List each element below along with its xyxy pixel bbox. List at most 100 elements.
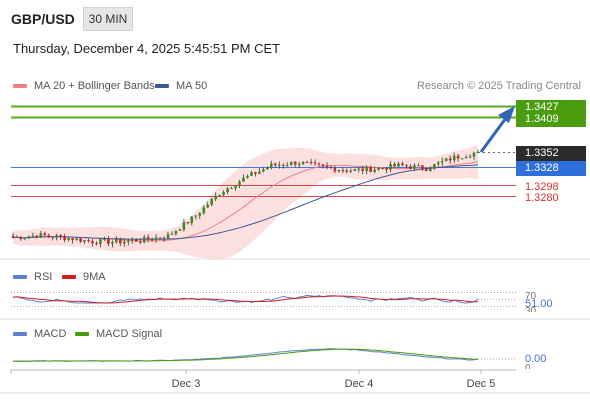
candle-down — [425, 169, 428, 172]
candle-down — [325, 165, 329, 167]
candle-up — [460, 158, 464, 160]
candle-down — [305, 162, 309, 163]
macd-layer — [12, 348, 516, 362]
candle-down — [405, 165, 408, 167]
support-label-1: 1.3298 — [525, 181, 559, 193]
target-tag-1: 1.3427 — [516, 100, 586, 115]
candle-down — [456, 155, 460, 159]
pivot-tag: 1.3328 — [516, 161, 586, 176]
candle-up — [182, 222, 186, 230]
legend-ma50: MA 50 — [155, 80, 207, 92]
candle-down — [254, 172, 257, 174]
candle-up — [142, 237, 146, 243]
rsi-swatch — [13, 275, 27, 279]
symbol-title: GBP/USD — [11, 11, 75, 27]
legend-rsi-ma: 9MA — [62, 271, 106, 283]
candle-up — [472, 152, 476, 157]
candle-up — [218, 194, 221, 196]
candle-up — [214, 195, 217, 200]
chart-datetime: Thursday, December 4, 2025 5:45:51 PM CE… — [13, 41, 281, 56]
candle-up — [242, 177, 245, 182]
candle-down — [138, 241, 142, 243]
ma20-label: MA 20 + Bollinger Bands — [34, 80, 155, 92]
candle-down — [35, 235, 39, 238]
candle-down — [119, 239, 122, 244]
x-tick-label: Dec 5 — [467, 378, 496, 390]
candle-up — [289, 161, 293, 165]
macd-swatch — [13, 332, 27, 336]
macd-signal-swatch — [75, 332, 89, 336]
candle-up — [266, 167, 269, 170]
candle-up — [278, 164, 281, 166]
candle-up — [373, 169, 376, 172]
candle-up — [230, 188, 233, 190]
candle-down — [329, 166, 333, 168]
timeframe-badge[interactable]: 30 MIN — [83, 7, 133, 31]
candle-up — [234, 186, 237, 189]
candles-layer — [11, 149, 480, 248]
candle-down — [79, 238, 82, 242]
support-label-2: 1.3280 — [525, 192, 559, 204]
bollinger-bands-layer — [13, 144, 478, 260]
candle-down — [309, 162, 313, 164]
candle-up — [437, 162, 440, 165]
candle-up — [258, 171, 261, 174]
candle-up — [103, 239, 106, 240]
candle-down — [345, 170, 349, 172]
candle-down — [158, 237, 162, 239]
x-tick-label: Dec 4 — [345, 378, 374, 390]
legend-rsi: RSI — [13, 271, 52, 283]
candle-down — [381, 168, 384, 169]
candle-down — [95, 243, 98, 245]
candle-up — [413, 165, 416, 169]
candle-up — [194, 215, 198, 217]
candle-up — [397, 163, 400, 167]
rsi-label: RSI — [34, 271, 53, 283]
candle-down — [47, 235, 51, 237]
candle-down — [321, 164, 325, 166]
candle-down — [333, 167, 337, 172]
candle-up — [127, 240, 130, 242]
candle-up — [99, 239, 102, 244]
forecast-arrow-head — [498, 106, 515, 123]
candle-up — [170, 233, 174, 235]
candle-down — [421, 165, 424, 170]
candle-down — [317, 163, 321, 165]
candle-down — [71, 238, 74, 241]
candle-up — [417, 165, 420, 167]
candle-up — [111, 242, 114, 244]
candle-down — [146, 237, 150, 240]
candle-up — [297, 164, 301, 165]
rsi-ma-swatch — [62, 275, 76, 279]
candle-down — [59, 235, 62, 237]
candle-up — [349, 170, 353, 172]
forecast-arrow-layer — [479, 106, 515, 153]
macd-zero-level: 0 — [525, 363, 531, 369]
candle-up — [452, 155, 456, 161]
candle-down — [51, 236, 54, 238]
candle-down — [409, 166, 412, 169]
candle-down — [274, 163, 277, 166]
candle-up — [174, 231, 178, 234]
candle-up — [15, 236, 19, 238]
candle-up — [31, 235, 35, 237]
candle-up — [377, 168, 380, 170]
candle-down — [361, 168, 364, 171]
x-tick-label: Dec 3 — [172, 378, 201, 390]
candle-up — [301, 162, 305, 164]
candle-down — [341, 170, 345, 172]
candle-up — [27, 236, 31, 238]
x-axis: Dec 3 Dec 4 Dec 5 — [10, 369, 516, 390]
candle-up — [433, 164, 436, 169]
legend-macd-signal: MACD Signal — [75, 328, 162, 340]
candle-up — [130, 239, 134, 241]
rsi-ma-label: 9MA — [83, 271, 106, 283]
macd-current-value: 0.00 — [525, 353, 547, 365]
candle-up — [123, 241, 126, 244]
candle-up — [210, 199, 213, 205]
candle-down — [150, 239, 154, 241]
candle-up — [238, 181, 241, 186]
candle-up — [206, 204, 209, 208]
forecast-arrow-shaft — [479, 117, 508, 153]
